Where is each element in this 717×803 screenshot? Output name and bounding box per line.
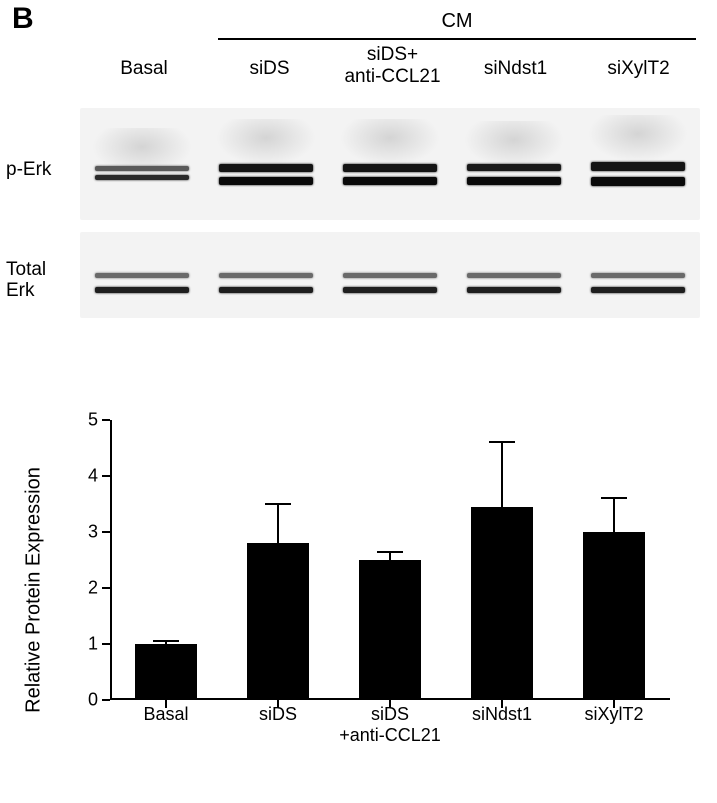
blot-band — [343, 273, 437, 278]
blot-band — [591, 287, 685, 293]
y-tick-label: 3 — [76, 522, 98, 543]
bar — [471, 507, 534, 700]
y-tick-label: 4 — [76, 466, 98, 487]
error-cap — [601, 497, 627, 499]
blot-band — [219, 287, 313, 293]
x-tick-label: siNdst1 — [472, 704, 532, 725]
blot-lane — [452, 232, 576, 318]
y-tick — [102, 587, 110, 589]
y-tick-label: 0 — [76, 690, 98, 711]
error-cap — [489, 441, 515, 443]
blot-band — [591, 162, 685, 171]
error-cap — [265, 503, 291, 505]
y-tick — [102, 419, 110, 421]
blot-band — [95, 287, 189, 293]
error-whisker — [613, 498, 615, 532]
blot-band — [343, 177, 437, 185]
y-tick-label: 2 — [76, 578, 98, 599]
blot-lane — [576, 108, 700, 220]
blot-band — [467, 177, 561, 185]
error-cap — [153, 640, 179, 642]
y-tick-label: 5 — [76, 410, 98, 431]
blot-band — [95, 273, 189, 278]
blot-lane — [328, 232, 452, 318]
error-whisker — [389, 552, 391, 560]
blot-lane — [204, 232, 328, 318]
blot-lane — [80, 232, 204, 318]
blot-smudge — [588, 115, 687, 162]
panel-letter: B — [12, 2, 34, 36]
col-header-sixylt2: siXylT2 — [577, 44, 700, 88]
y-tick — [102, 643, 110, 645]
error-whisker — [277, 504, 279, 543]
blot-lane — [452, 108, 576, 220]
col-header-sindst1: siNdst1 — [454, 44, 577, 88]
blot-band — [219, 164, 313, 172]
bar — [583, 532, 646, 700]
y-tick — [102, 475, 110, 477]
blot-terk-lanes — [80, 232, 700, 318]
blot-lane — [204, 108, 328, 220]
bar — [359, 560, 422, 700]
blot-smudge — [340, 119, 439, 166]
blot-band — [591, 273, 685, 278]
x-tick-label: siDS+anti-CCL21 — [339, 704, 441, 745]
blot-lane — [576, 232, 700, 318]
blot-smudge — [216, 119, 315, 166]
cm-header-rule — [218, 38, 696, 40]
blot-band — [219, 177, 313, 185]
x-tick-label: siXylT2 — [584, 704, 643, 725]
cm-header-label: CM — [218, 10, 696, 33]
x-tick-label: siDS — [259, 704, 297, 725]
col-header-sids: siDS — [208, 44, 331, 88]
col-header-basal: Basal — [80, 44, 208, 88]
y-axis-label: Relative Protein Expression — [23, 467, 46, 713]
row-label-total-erk: TotalErk — [6, 260, 46, 302]
column-headers: Basal siDS siDS+anti-CCL21 siNdst1 siXyl… — [80, 44, 700, 88]
x-tick-label: Basal — [143, 704, 188, 725]
blot-band — [219, 273, 313, 278]
col-header-sids-anti: siDS+anti-CCL21 — [331, 44, 454, 88]
bar — [247, 543, 310, 700]
blot-lane — [328, 108, 452, 220]
y-tick — [102, 699, 110, 701]
blot-perk-lanes — [80, 108, 700, 220]
y-tick — [102, 531, 110, 533]
error-cap — [377, 551, 403, 553]
blot-band — [591, 177, 685, 186]
blot-band — [343, 287, 437, 293]
bar-chart: Relative Protein Expression 012345 Basal… — [40, 410, 680, 770]
blot-band — [95, 175, 189, 180]
error-whisker — [501, 442, 503, 506]
bar — [135, 644, 198, 700]
y-axis — [110, 420, 112, 700]
blot-lane — [80, 108, 204, 220]
row-label-perk: p-Erk — [6, 160, 51, 181]
blot-smudge — [464, 121, 563, 168]
blot-perk — [80, 108, 700, 220]
y-tick-label: 1 — [76, 634, 98, 655]
blot-band — [343, 164, 437, 172]
blot-band — [467, 287, 561, 293]
blot-band — [467, 164, 561, 171]
blot-total-erk — [80, 232, 700, 318]
blot-band — [467, 273, 561, 278]
plot-area: 012345 — [110, 420, 670, 700]
blot-band — [95, 166, 189, 171]
